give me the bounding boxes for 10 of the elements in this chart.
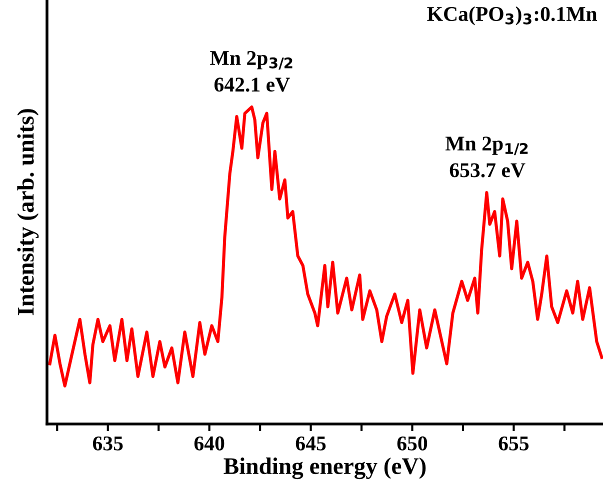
text: KCa(PO$_{3}$)$_{3}$:0.1Mn xyxy=(427,6,598,26)
x-tick-label: 650 xyxy=(397,436,428,450)
x-tick-label: 640 xyxy=(194,436,224,450)
annotation: Mn 2p$_{1/2}$ 653.7 eV xyxy=(446,136,528,178)
x-tick-label: 635 xyxy=(92,436,123,450)
x-axis-title: Binding energy (eV) xyxy=(224,457,426,480)
annotation: Mn 2p$_{3/2}$ 642.1 eV xyxy=(210,51,292,92)
x-tick-label: 655 xyxy=(498,436,529,450)
x-tick-label: 645 xyxy=(296,436,326,450)
y-axis-title: Intensity (arb. units) xyxy=(17,109,39,316)
